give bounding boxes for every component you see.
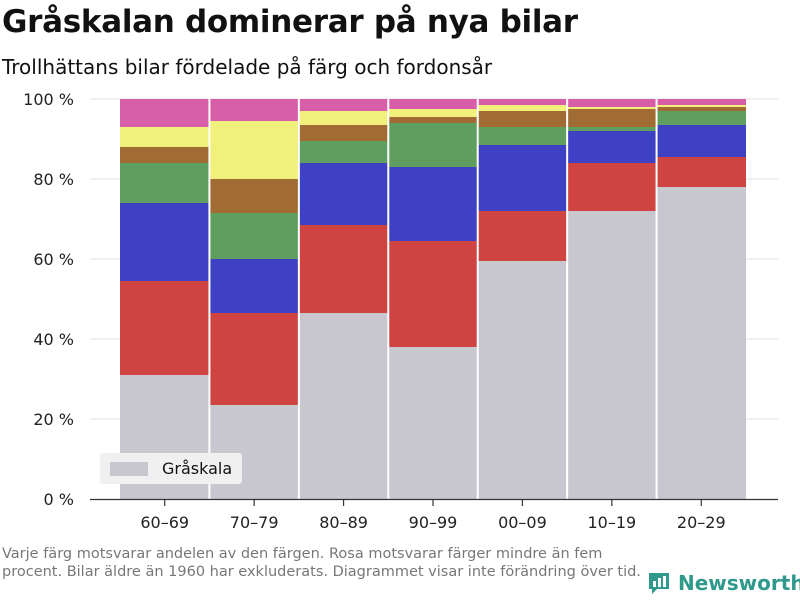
bar-segment-green — [567, 127, 657, 131]
bar-segment-red — [477, 211, 568, 261]
bar-segment-blue — [120, 203, 210, 281]
bar-segment-green — [656, 111, 746, 125]
chart-subtitle: Trollhättans bilar fördelade på färg och… — [2, 55, 493, 79]
bar-segment-pink — [656, 99, 746, 105]
bar-segment-blue — [477, 145, 568, 211]
bar-segment-yellow — [209, 121, 299, 179]
bar-segment-blue — [298, 163, 389, 225]
bar-segment-green — [209, 213, 299, 259]
bar-segment-grey — [209, 405, 299, 499]
bar-segment-pink — [120, 99, 210, 127]
bar-segment-grey — [567, 211, 657, 499]
bar-segment-yellow — [477, 105, 568, 111]
legend-label-graskala: Gråskala — [162, 459, 233, 478]
bar-segment-pink — [388, 99, 478, 109]
bar-segment-brown — [656, 107, 746, 111]
bar-segment-red — [209, 313, 299, 405]
y-tick-label: 60 % — [33, 250, 74, 269]
bar-segment-red — [120, 281, 210, 375]
y-tick-label: 80 % — [33, 170, 74, 189]
legend-swatch-graskala — [110, 461, 148, 476]
bar-segment-pink — [477, 99, 568, 105]
bar-segment-yellow — [388, 109, 478, 117]
x-tick-label: 00–09 — [498, 513, 547, 532]
x-tick-label: 10–19 — [587, 513, 636, 532]
bar-segment-pink — [209, 99, 299, 121]
bar-segment-yellow — [120, 127, 210, 147]
bar-segment-yellow — [567, 107, 657, 109]
bar-segment-blue — [567, 131, 657, 163]
bar-segment-green — [120, 163, 210, 203]
bar-segment-brown — [567, 109, 657, 127]
bar-segment-yellow — [656, 105, 746, 107]
brand-name: Newsworthy — [678, 571, 800, 595]
bar-segment-grey — [298, 313, 389, 499]
bar-segment-brown — [477, 111, 568, 127]
bars — [120, 99, 746, 499]
x-tick-label: 60–69 — [140, 513, 189, 532]
bar-segment-grey — [388, 347, 478, 499]
bar-segment-green — [298, 141, 389, 163]
x-tick-label: 70–79 — [230, 513, 279, 532]
y-axis: 0 % 20 % 40 % 60 % 80 % 100 % — [23, 90, 74, 509]
x-tick-label: 80–89 — [319, 513, 368, 532]
brand-logo: Newsworthy — [646, 570, 800, 596]
y-tick-label: 40 % — [33, 330, 74, 349]
y-tick-label: 20 % — [33, 410, 74, 429]
x-tick-label: 20–29 — [677, 513, 726, 532]
chart-title: Gråskalan dominerar på nya bilar — [2, 4, 578, 40]
bar-segment-brown — [388, 117, 478, 123]
bar-segment-red — [298, 225, 389, 313]
bar-segment-brown — [209, 179, 299, 213]
bar-segment-blue — [209, 259, 299, 313]
bar-segment-pink — [567, 99, 657, 107]
bar-segment-red — [567, 163, 657, 211]
y-tick-label: 100 % — [23, 90, 74, 109]
footnote: Varje färg motsvarar andelen av den färg… — [2, 546, 641, 580]
bar-segment-green — [388, 123, 478, 167]
bar-segment-brown — [120, 147, 210, 163]
newsworthy-logo-icon — [649, 573, 669, 594]
legend: Gråskala — [100, 453, 243, 484]
bar-segment-grey — [477, 261, 568, 499]
bar-segment-yellow — [298, 111, 389, 125]
bar-segment-red — [388, 241, 478, 347]
bar-segment-green — [477, 127, 568, 145]
bar-segment-grey — [656, 187, 746, 499]
x-tick-label: 90–99 — [409, 513, 458, 532]
y-tick-label: 0 % — [44, 490, 74, 509]
bar-segment-red — [656, 157, 746, 187]
x-axis: 60–69 70–79 80–89 90–99 00–09 10–19 20–29 — [90, 498, 778, 532]
bar-segment-blue — [388, 167, 478, 241]
bar-segment-pink — [298, 99, 389, 111]
bar-segment-brown — [298, 125, 389, 141]
bar-segment-blue — [656, 125, 746, 157]
